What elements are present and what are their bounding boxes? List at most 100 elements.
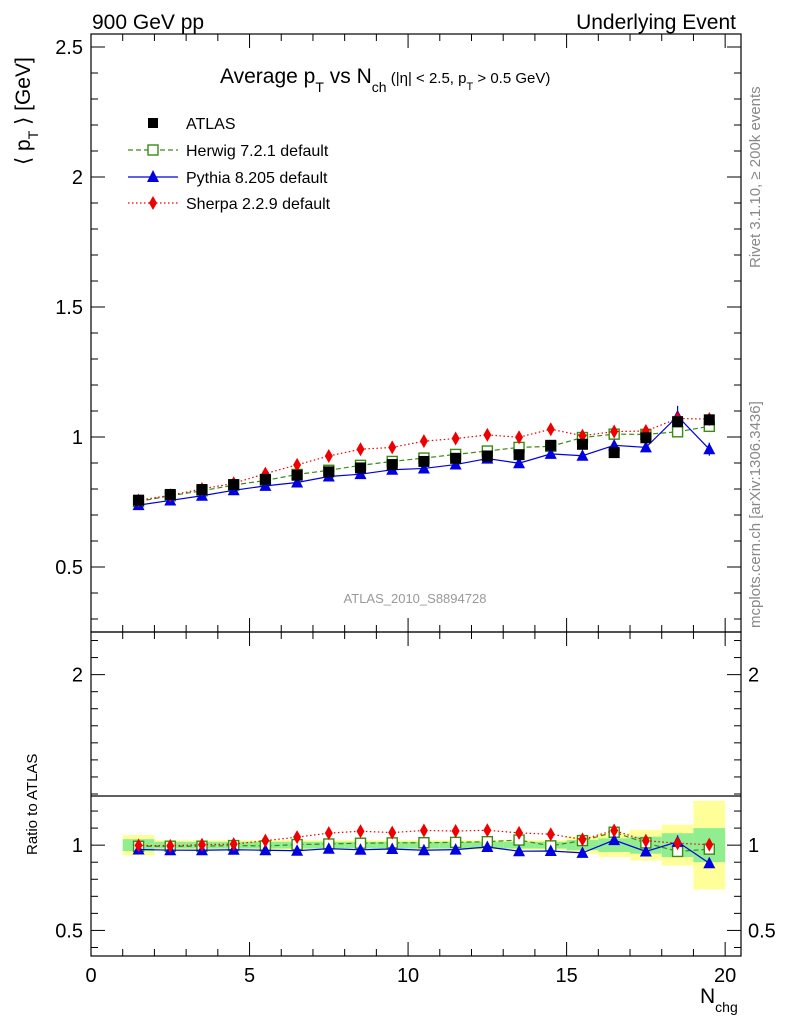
- point-atlas: [259, 473, 271, 485]
- point-atlas: [164, 488, 176, 500]
- main-y-tick-label: 2: [72, 167, 83, 189]
- point-sherpa: [610, 424, 619, 439]
- rivet-label: Rivet 3.1.10, ≥ 200k events: [747, 86, 764, 268]
- point-sherpa: [451, 431, 460, 446]
- point-atlas: [703, 414, 715, 426]
- point-herwig: [671, 426, 684, 438]
- main-axis-ticks: [90, 34, 741, 632]
- ratio-point-sherpa: [388, 825, 397, 840]
- ratio-point-sherpa: [451, 824, 460, 839]
- point-sherpa: [356, 442, 365, 457]
- ratio-band-inner: [598, 838, 631, 852]
- point-atlas: [133, 494, 145, 506]
- x-tick-label: 15: [555, 965, 577, 987]
- ratio-point-pythia: [639, 844, 652, 857]
- mcplots-label: mcplots.cern.ch [arXiv:1306.3436]: [747, 401, 764, 628]
- point-atlas: [608, 447, 620, 459]
- point-atlas: [481, 450, 493, 462]
- title-main: Average p: [220, 65, 315, 88]
- ratio-y-tick-label-right: 2: [748, 665, 759, 687]
- point-pythia: [417, 461, 430, 474]
- ylabel-open: ⟨ p: [12, 139, 35, 165]
- point-sherpa: [546, 422, 555, 437]
- ratio-point-sherpa: [483, 823, 492, 838]
- point-sherpa: [324, 448, 333, 463]
- legend-entry-sherpa: Sherpa 2.2.9 default: [128, 196, 331, 213]
- ratio-point-pythia: [386, 842, 399, 854]
- ratio-frame: [90, 631, 742, 957]
- ratio-series-layer: [132, 823, 716, 869]
- point-pythia: [259, 479, 272, 491]
- point-atlas: [418, 455, 430, 467]
- ratio-point-sherpa: [705, 837, 714, 852]
- point-atlas: [513, 449, 525, 461]
- point-pythia: [639, 440, 652, 453]
- point-pythia: [513, 456, 526, 469]
- header-left: 900 GeV pp: [92, 11, 204, 34]
- point-atlas: [355, 462, 367, 474]
- point-pythia: [544, 447, 557, 459]
- point-pythia: [703, 442, 716, 455]
- ratio-point-sherpa: [578, 832, 587, 847]
- legend: ATLAS Herwig 7.2.1 default Pythia 8.205 …: [128, 116, 331, 213]
- title-cut1-sub: T: [466, 81, 473, 93]
- ratio-y-tick-label-right: 0.5: [748, 920, 776, 942]
- main-y-tick-label: 2.5: [55, 37, 83, 59]
- main-series-layer: [132, 405, 716, 511]
- point-atlas: [323, 466, 335, 478]
- ratio-point-pythia: [322, 842, 335, 854]
- ratio-point-sherpa: [546, 827, 555, 842]
- point-sherpa: [515, 430, 524, 445]
- legend-label-pythia: Pythia 8.205 default: [186, 170, 328, 187]
- ratio-point-pythia: [513, 844, 526, 857]
- xlabel-sub: chg: [715, 999, 738, 1015]
- ratio-point-sherpa: [166, 838, 175, 853]
- title-cut2: > 0.5 GeV): [473, 70, 550, 87]
- point-sherpa: [419, 434, 428, 449]
- ratio-point-pythia: [291, 844, 304, 856]
- point-atlas: [545, 439, 557, 451]
- ratio-point-sherpa: [324, 826, 333, 841]
- y-axis-label: ⟨ pT ⟩ [GeV]: [12, 57, 41, 165]
- x-tick-label: 5: [244, 965, 255, 987]
- point-pythia: [291, 476, 304, 488]
- ratio-point-pythia: [354, 843, 367, 855]
- ratio-point-sherpa: [673, 836, 682, 851]
- x-axis-label: Nchg: [700, 985, 738, 1015]
- point-atlas: [228, 479, 240, 491]
- point-sherpa: [293, 457, 302, 472]
- title-vs-sub: ch: [372, 79, 387, 95]
- ylabel-close: ⟩ [GeV]: [12, 57, 35, 131]
- ratio-y-tick-label: 1: [72, 835, 83, 857]
- point-atlas: [386, 459, 398, 471]
- chart-title: Average pT vs Nch (|η| < 2.5, pT > 0.5 G…: [220, 65, 550, 95]
- ratio-point-sherpa: [610, 823, 619, 838]
- ratio-point-pythia: [703, 856, 716, 869]
- xlabel-main: N: [700, 985, 715, 1008]
- ratio-point-pythia: [544, 844, 557, 856]
- point-atlas: [291, 469, 303, 481]
- point-pythia: [576, 449, 589, 461]
- legend-entry-pythia: Pythia 8.205 default: [128, 170, 328, 187]
- analysis-watermark: ATLAS_2010_S8894728: [344, 591, 487, 606]
- main-ytick-labels: 0.5 1 1.5 2 2.5: [55, 37, 83, 579]
- legend-label-herwig: Herwig 7.2.1 default: [186, 143, 329, 160]
- ratio-point-sherpa: [293, 830, 302, 845]
- legend-entry-atlas: ATLAS: [148, 116, 236, 133]
- ratio-axis-ticks: [90, 632, 741, 956]
- ratio-point-sherpa: [641, 833, 650, 848]
- point-atlas: [196, 484, 208, 496]
- point-atlas: [576, 438, 588, 450]
- ratio-point-pythia: [259, 843, 272, 856]
- legend-label-atlas: ATLAS: [186, 116, 236, 133]
- x-tick-label: 20: [714, 965, 736, 987]
- legend-label-sherpa: Sherpa 2.2.9 default: [186, 196, 331, 213]
- ratio-y-axis-label: Ratio to ATLAS: [24, 754, 41, 855]
- ratio-panel: 0.5 0.5 1 1 2 2 Ratio to ATLAS 0 5 10 15 20 Nchg: [24, 631, 776, 1015]
- ratio-point-sherpa: [419, 823, 428, 838]
- ratio-ytick-labels: 0.5 0.5 1 1 2 2: [55, 665, 776, 943]
- title-main-sub: T: [315, 79, 324, 95]
- x-tick-label: 10: [397, 965, 419, 987]
- legend-marker-pythia: [147, 170, 159, 182]
- point-atlas: [640, 432, 652, 444]
